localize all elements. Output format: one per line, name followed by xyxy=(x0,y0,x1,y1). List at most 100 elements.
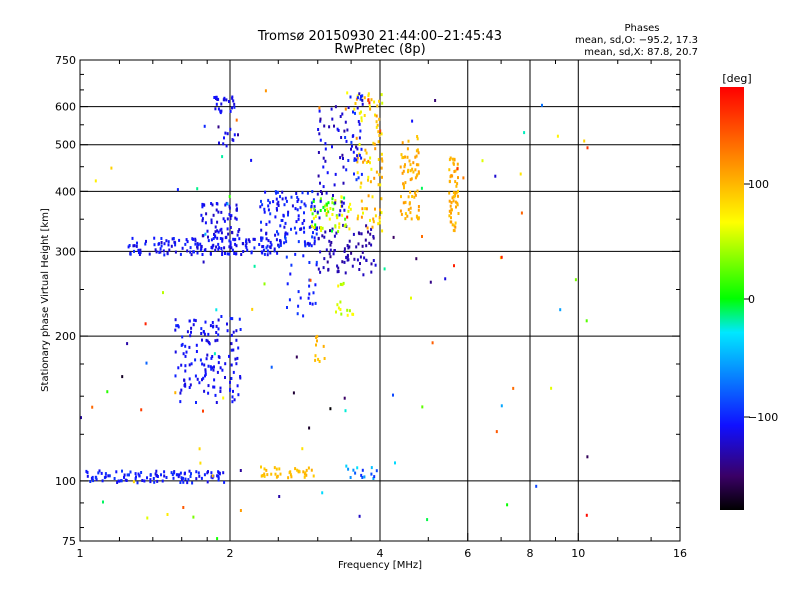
data-point xyxy=(233,398,236,402)
data-point xyxy=(278,495,281,498)
data-point xyxy=(341,213,344,217)
data-point xyxy=(217,474,219,478)
data-point xyxy=(296,468,299,472)
data-point xyxy=(265,222,268,226)
data-point xyxy=(377,130,380,134)
data-point xyxy=(412,170,415,174)
data-point xyxy=(281,190,284,194)
data-point xyxy=(195,343,198,347)
data-point xyxy=(80,416,82,420)
data-point xyxy=(320,229,323,232)
data-point xyxy=(145,239,147,243)
data-point xyxy=(226,202,229,206)
data-point xyxy=(315,336,318,339)
x-tick-label: 1 xyxy=(77,547,84,560)
data-point xyxy=(364,148,367,152)
y-tick-label: 600 xyxy=(55,101,76,114)
data-point xyxy=(323,357,326,360)
data-point xyxy=(276,230,278,234)
data-point xyxy=(302,470,305,474)
data-point xyxy=(359,129,362,133)
data-point xyxy=(343,396,346,400)
data-point xyxy=(146,476,148,480)
data-point xyxy=(190,362,193,366)
data-point xyxy=(283,241,286,245)
data-point xyxy=(203,332,206,336)
data-point xyxy=(198,447,201,451)
data-point xyxy=(359,255,362,259)
data-point xyxy=(154,472,157,476)
data-point xyxy=(313,242,316,246)
data-point xyxy=(449,204,452,208)
data-point xyxy=(361,98,364,102)
data-point xyxy=(420,186,423,190)
data-point xyxy=(322,185,325,189)
data-point xyxy=(348,227,351,231)
data-point xyxy=(372,220,375,224)
data-point xyxy=(261,203,264,207)
data-point xyxy=(217,333,220,337)
data-point xyxy=(318,216,321,220)
data-point xyxy=(355,178,358,182)
data-point xyxy=(361,102,364,106)
data-point xyxy=(128,473,130,477)
data-point xyxy=(201,217,204,221)
data-point xyxy=(156,475,159,478)
data-point xyxy=(343,250,346,253)
data-point xyxy=(168,248,171,252)
data-point xyxy=(211,355,214,358)
data-point xyxy=(280,219,283,222)
data-point xyxy=(237,346,240,350)
data-point xyxy=(206,353,209,357)
data-point xyxy=(279,224,282,228)
data-point xyxy=(323,257,326,261)
data-point xyxy=(222,396,225,400)
data-point xyxy=(229,240,232,244)
data-point xyxy=(91,475,94,479)
data-point xyxy=(452,228,455,232)
data-point xyxy=(310,224,313,228)
data-point xyxy=(274,215,277,219)
data-point xyxy=(343,247,346,251)
data-point xyxy=(339,300,342,304)
data-point xyxy=(367,178,369,182)
data-point xyxy=(200,476,203,480)
data-point xyxy=(495,430,498,434)
data-point xyxy=(179,471,182,475)
data-point xyxy=(331,227,334,231)
data-point xyxy=(454,191,457,195)
data-point xyxy=(228,195,231,198)
data-point xyxy=(223,246,226,250)
data-point xyxy=(238,237,241,241)
data-point xyxy=(377,183,380,187)
data-point xyxy=(170,244,173,248)
data-point xyxy=(338,225,341,229)
data-point xyxy=(207,384,210,388)
data-point xyxy=(462,176,465,180)
data-point xyxy=(266,249,269,253)
data-point xyxy=(224,252,226,255)
data-point xyxy=(346,91,349,95)
data-point xyxy=(324,208,326,212)
data-point xyxy=(452,199,455,203)
data-point xyxy=(267,239,270,243)
data-point xyxy=(215,308,218,312)
data-point xyxy=(182,352,185,356)
data-point xyxy=(173,471,175,475)
data-point xyxy=(299,296,302,300)
data-point xyxy=(329,207,332,210)
data-point xyxy=(344,217,347,221)
data-point xyxy=(369,161,371,165)
data-point xyxy=(347,106,350,109)
data-point xyxy=(253,237,256,241)
data-point xyxy=(216,98,219,101)
data-point xyxy=(199,242,202,246)
data-point xyxy=(305,473,308,477)
data-point xyxy=(248,240,251,244)
data-point xyxy=(225,235,228,239)
data-point xyxy=(231,395,234,399)
data-point xyxy=(116,481,119,484)
data-point xyxy=(123,475,125,479)
data-point xyxy=(338,222,341,226)
data-point xyxy=(230,214,233,218)
